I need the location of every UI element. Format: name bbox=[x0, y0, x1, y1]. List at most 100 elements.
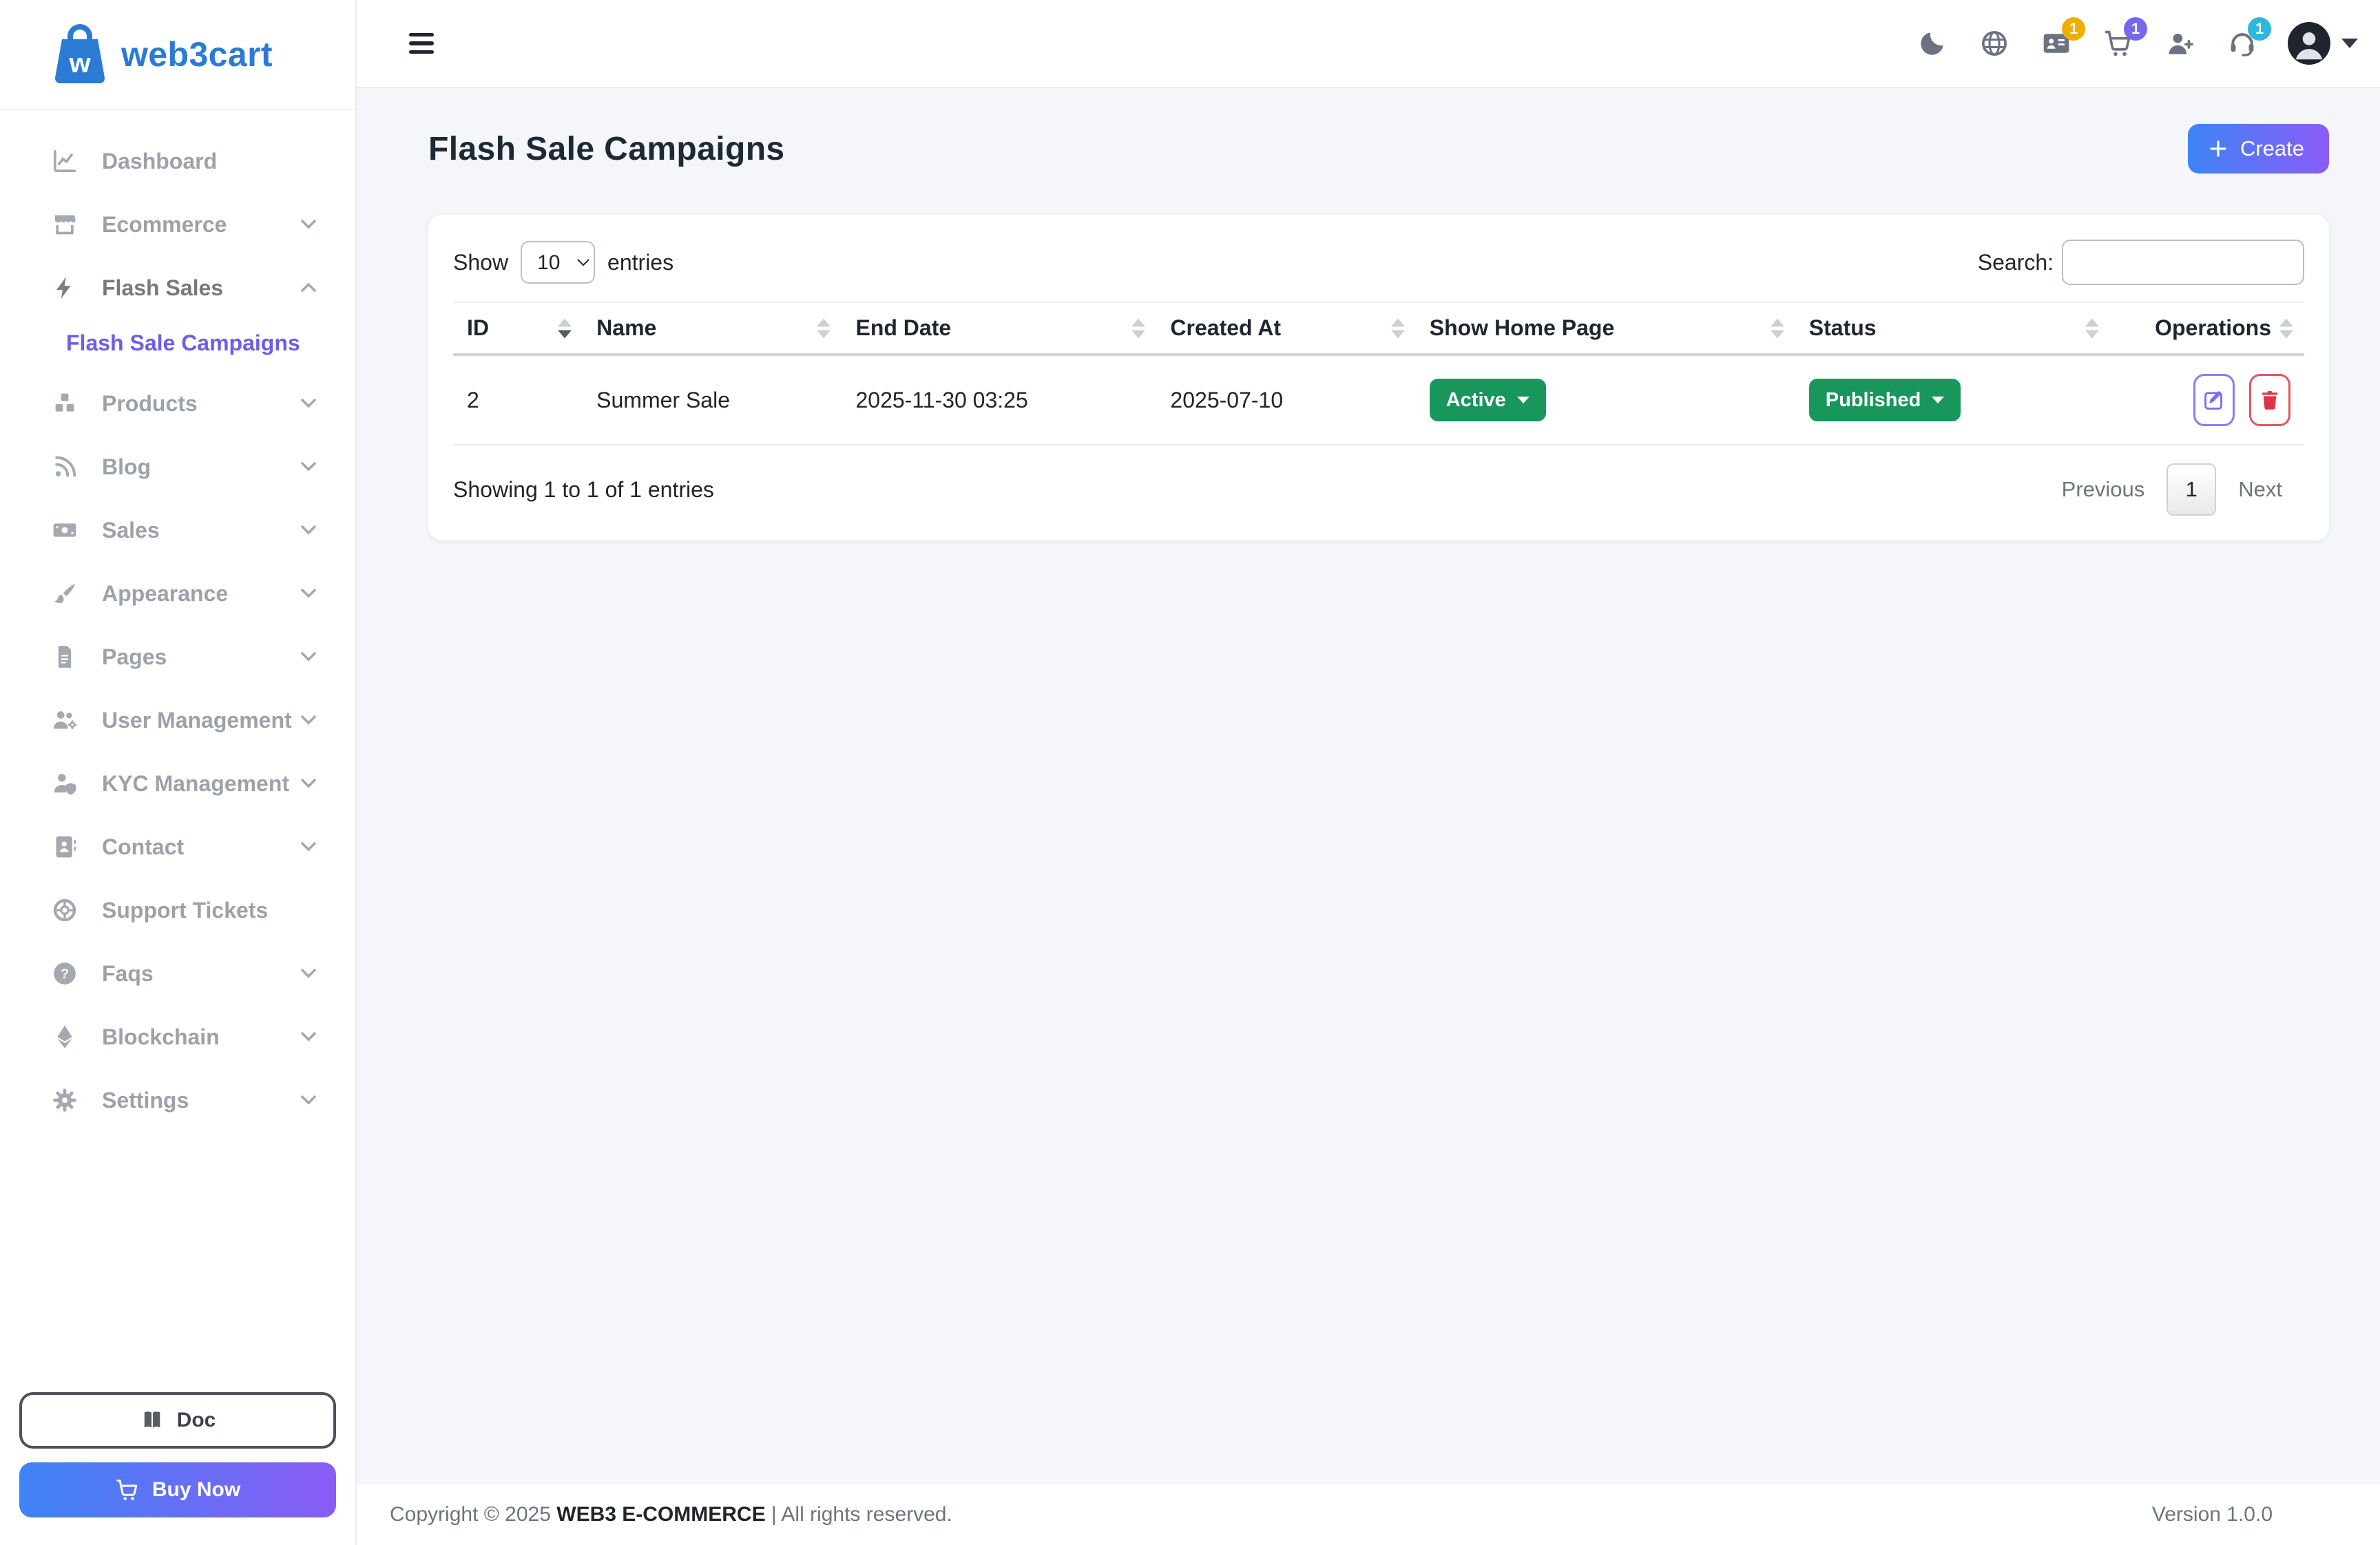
table-summary: Showing 1 to 1 of 1 entries bbox=[453, 476, 714, 502]
sidebar-item-label: Ecommerce bbox=[102, 211, 227, 237]
sidebar-item-products[interactable]: Products bbox=[0, 372, 355, 435]
sidebar-item-label: Support Tickets bbox=[102, 897, 269, 923]
sidebar-bottom: Doc Buy Now bbox=[0, 1392, 355, 1545]
pagination-page-1[interactable]: 1 bbox=[2167, 463, 2217, 516]
column-header-operations[interactable]: Operations bbox=[2109, 302, 2304, 356]
sidebar-subitem-flash-sale-campaigns[interactable]: Flash Sale Campaigns bbox=[66, 330, 300, 355]
plus-icon bbox=[2210, 140, 2226, 157]
user-menu[interactable] bbox=[2288, 22, 2358, 65]
sort-icon bbox=[1390, 318, 1405, 338]
doc-button-label: Doc bbox=[176, 1409, 216, 1431]
sidebar-item-label: Appearance bbox=[102, 580, 229, 606]
column-header-show-home-page[interactable]: Show Home Page bbox=[1415, 302, 1795, 356]
column-header-status[interactable]: Status bbox=[1795, 302, 2110, 356]
sidebar-item-label: Pages bbox=[102, 644, 167, 669]
column-header-end-date[interactable]: End Date bbox=[842, 302, 1157, 356]
sidebar-item-settings[interactable]: Settings bbox=[0, 1069, 355, 1132]
doc-button[interactable]: Doc bbox=[19, 1392, 336, 1449]
caret-down-icon bbox=[2341, 39, 2358, 48]
sidebar-item-label: Blog bbox=[102, 454, 152, 479]
pagination: Previous 1 Next bbox=[2040, 463, 2304, 516]
sidebar-item-flash-sales[interactable]: Flash Sales bbox=[0, 256, 355, 319]
caret-down-icon bbox=[1932, 397, 1945, 403]
chevron-down-icon bbox=[300, 841, 317, 852]
sort-icon bbox=[1131, 318, 1146, 338]
search-input[interactable] bbox=[2062, 240, 2304, 285]
dark-mode-moon-icon[interactable] bbox=[1916, 27, 1949, 60]
column-header-created-at[interactable]: Created At bbox=[1156, 302, 1416, 356]
sort-icon bbox=[817, 318, 831, 338]
main-content: Flash Sale Campaigns Create Show 10 entr… bbox=[357, 88, 2380, 1484]
orders-cart-icon[interactable]: 1 bbox=[2102, 17, 2147, 60]
chevron-down-icon bbox=[300, 588, 317, 599]
chevron-up-icon bbox=[300, 282, 317, 293]
sidebar-item-label: Contact bbox=[102, 834, 185, 859]
sidebar-item-appearance[interactable]: Appearance bbox=[0, 562, 355, 625]
topbar: 1 1 1 bbox=[357, 0, 2380, 88]
brand-name: web3cart bbox=[121, 35, 273, 74]
support-headset-icon[interactable]: 1 bbox=[2226, 17, 2271, 60]
shopping-bag-logo-icon: w bbox=[50, 23, 110, 86]
cell-status: Published bbox=[1795, 355, 2110, 445]
sidebar-item-ecommerce[interactable]: Ecommerce bbox=[0, 193, 355, 256]
topbar-icons: 1 1 1 bbox=[1916, 17, 2358, 65]
sidebar: w web3cart Dashboard Ecommerce Flash Sal… bbox=[0, 0, 357, 1545]
edit-button[interactable] bbox=[2193, 374, 2235, 426]
chevron-down-icon bbox=[300, 219, 317, 230]
pagination-previous[interactable]: Previous bbox=[2061, 477, 2145, 501]
ethereum-icon bbox=[50, 1022, 80, 1052]
sidebar-item-sales[interactable]: Sales bbox=[0, 498, 355, 562]
pagination-next[interactable]: Next bbox=[2238, 477, 2282, 501]
question-circle-icon: ? bbox=[50, 958, 80, 989]
sidebar-nav: Dashboard Ecommerce Flash Sales Flash Sa… bbox=[0, 110, 355, 1132]
edit-pencil-icon bbox=[2204, 391, 2223, 410]
page-length-select[interactable]: 10 bbox=[521, 241, 596, 284]
sidebar-item-pages[interactable]: Pages bbox=[0, 625, 355, 689]
page-length-control: Show 10 entries bbox=[453, 241, 674, 284]
money-bill-icon bbox=[50, 515, 80, 545]
sidebar-item-support-tickets[interactable]: Support Tickets bbox=[0, 879, 355, 942]
sort-icon bbox=[2085, 318, 2099, 338]
sidebar-item-label: KYC Management bbox=[102, 770, 290, 796]
sidebar-item-kyc-management[interactable]: KYC Management bbox=[0, 752, 355, 815]
kyc-card-icon[interactable]: 1 bbox=[2040, 17, 2085, 60]
users-gear-icon bbox=[50, 705, 80, 735]
sort-icon bbox=[558, 318, 572, 338]
cell-name: Summer Sale bbox=[583, 355, 842, 445]
cell-end-date: 2025-11-30 03:25 bbox=[842, 355, 1157, 445]
sidebar-item-label: Flash Sales bbox=[102, 275, 224, 300]
sidebar-item-label: Faqs bbox=[102, 960, 154, 986]
create-button-label: Create bbox=[2240, 136, 2304, 160]
status-dropdown[interactable]: Published bbox=[1808, 379, 1961, 421]
page-title: Flash Sale Campaigns bbox=[428, 130, 785, 167]
store-icon bbox=[50, 209, 80, 240]
buy-now-button[interactable]: Buy Now bbox=[19, 1462, 336, 1517]
sidebar-item-user-management[interactable]: User Management bbox=[0, 689, 355, 752]
search-control: Search: bbox=[1978, 240, 2304, 285]
delete-button[interactable] bbox=[2249, 374, 2290, 426]
paintbrush-icon bbox=[50, 578, 80, 609]
chevron-down-icon bbox=[300, 1031, 317, 1042]
sidebar-submenu-flash-sales: Flash Sale Campaigns bbox=[0, 319, 355, 372]
show-home-page-dropdown[interactable]: Active bbox=[1429, 379, 1546, 421]
sidebar-item-blog[interactable]: Blog bbox=[0, 435, 355, 498]
campaigns-table-card: Show 10 entries Search: bbox=[428, 215, 2329, 540]
sidebar-item-label: Dashboard bbox=[102, 148, 218, 174]
gear-icon bbox=[50, 1085, 80, 1115]
hamburger-menu-icon[interactable] bbox=[409, 33, 434, 54]
sidebar-item-blockchain[interactable]: Blockchain bbox=[0, 1005, 355, 1069]
brand-logo[interactable]: w web3cart bbox=[0, 0, 355, 110]
chevron-down-icon bbox=[300, 651, 317, 662]
language-globe-icon[interactable] bbox=[1978, 27, 2011, 60]
create-button[interactable]: Create bbox=[2187, 124, 2329, 174]
column-header-id[interactable]: ID bbox=[453, 302, 583, 356]
logo-letter: w bbox=[68, 48, 91, 78]
cubes-icon bbox=[50, 388, 80, 419]
add-user-icon[interactable] bbox=[2164, 27, 2197, 60]
table-header-row: ID Name End Date Created At Show Home Pa… bbox=[453, 302, 2304, 356]
sidebar-item-dashboard[interactable]: Dashboard bbox=[0, 129, 355, 193]
sidebar-item-label: Settings bbox=[102, 1087, 189, 1113]
sidebar-item-faqs[interactable]: ? Faqs bbox=[0, 942, 355, 1005]
column-header-name[interactable]: Name bbox=[583, 302, 842, 356]
sidebar-item-contact[interactable]: Contact bbox=[0, 815, 355, 879]
